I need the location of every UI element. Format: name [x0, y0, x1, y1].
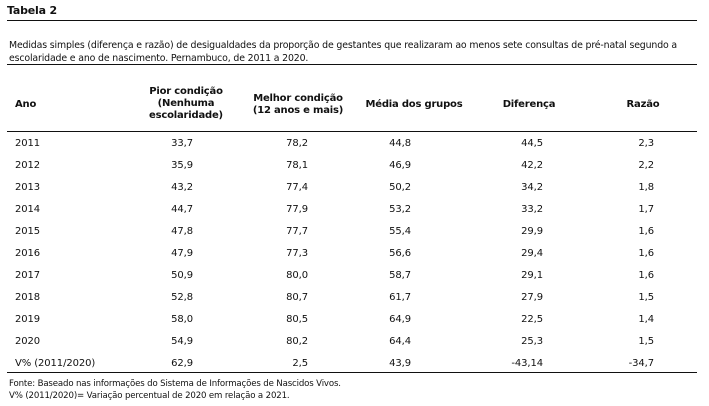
header-razao: Razão [626, 99, 660, 110]
cell-pior: 54,9 [171, 336, 193, 347]
cell-diferenca: 42,2 [521, 160, 543, 171]
cell-razao: 1,4 [638, 314, 654, 325]
cell-media: 53,2 [389, 204, 411, 215]
cell-media: 64,9 [389, 314, 411, 325]
table-title: Tabela 2 [7, 4, 57, 17]
cell-melhor: 78,2 [286, 138, 308, 149]
cell-year: V% (2011/2020) [15, 358, 96, 369]
cell-melhor: 77,3 [286, 248, 308, 259]
table-row: 2012 35,9 78,1 46,9 42,2 2,2 [0, 160, 709, 182]
cell-razao: 1,7 [638, 204, 654, 215]
cell-diferenca: 29,1 [521, 270, 543, 281]
header-year: Ano [15, 99, 37, 110]
cell-pior: 43,2 [171, 182, 193, 193]
header-diferenca: Diferença [502, 99, 556, 110]
table-row: 2011 33,7 78,2 44,8 44,5 2,3 [0, 138, 709, 160]
header-melhor-line-2: (12 anos e mais) [252, 105, 344, 116]
table-row: 2013 43,2 77,4 50,2 34,2 1,8 [0, 182, 709, 204]
cell-melhor: 78,1 [286, 160, 308, 171]
cell-diferenca: 44,5 [521, 138, 543, 149]
cell-media: 44,8 [389, 138, 411, 149]
cell-diferenca: 29,9 [521, 226, 543, 237]
cell-razao: 1,6 [638, 270, 654, 281]
cell-melhor: 80,0 [286, 270, 308, 281]
cell-year: 2015 [15, 226, 41, 237]
cell-media: 46,9 [389, 160, 411, 171]
cell-melhor: 80,5 [286, 314, 308, 325]
footnote-source: Fonte: Baseado nas informações do Sistem… [9, 379, 341, 389]
cell-razao: -34,7 [628, 358, 654, 369]
header-melhor-line-1: Melhor condição [253, 93, 343, 104]
cell-melhor: 80,2 [286, 336, 308, 347]
table-row: 2019 58,0 80,5 64,9 22,5 1,4 [0, 314, 709, 336]
cell-diferenca: 33,2 [521, 204, 543, 215]
table-row: 2020 54,9 80,2 64,4 25,3 1,5 [0, 336, 709, 358]
footnote-variation: V% (2011/2020)= Variação percentual de 2… [9, 391, 290, 401]
cell-year: 2013 [15, 182, 41, 193]
cell-melhor: 77,7 [286, 226, 308, 237]
bottom-rule [7, 372, 697, 373]
cell-pior: 33,7 [171, 138, 193, 149]
table-row: 2018 52,8 80,7 61,7 27,9 1,5 [0, 292, 709, 314]
cell-razao: 2,2 [638, 160, 654, 171]
cell-diferenca: -43,14 [511, 358, 543, 369]
header-media-grupos: Média dos grupos [365, 99, 463, 110]
cell-diferenca: 34,2 [521, 182, 543, 193]
cell-razao: 1,5 [638, 292, 654, 303]
cell-razao: 1,6 [638, 226, 654, 237]
table-caption: Medidas simples (diferença e razão) de d… [9, 40, 678, 64]
cell-media: 58,7 [389, 270, 411, 281]
header-pior-line-2: (Nenhuma [157, 98, 215, 109]
cell-pior: 52,8 [171, 292, 193, 303]
cell-melhor: 77,4 [286, 182, 308, 193]
cell-pior: 47,8 [171, 226, 193, 237]
cell-media: 43,9 [389, 358, 411, 369]
top-rule [7, 20, 697, 21]
table-row: 2015 47,8 77,7 55,4 29,9 1,6 [0, 226, 709, 248]
table-row-variation: V% (2011/2020) 62,9 2,5 43,9 -43,14 -34,… [0, 358, 709, 380]
cell-pior: 62,9 [171, 358, 193, 369]
cell-diferenca: 27,9 [521, 292, 543, 303]
cell-melhor: 2,5 [292, 358, 308, 369]
cell-media: 64,4 [389, 336, 411, 347]
cell-media: 56,6 [389, 248, 411, 259]
header-pior-line-3: escolaridade) [149, 110, 223, 121]
cell-media: 61,7 [389, 292, 411, 303]
cell-diferenca: 22,5 [521, 314, 543, 325]
cell-razao: 1,8 [638, 182, 654, 193]
cell-media: 55,4 [389, 226, 411, 237]
cell-pior: 58,0 [171, 314, 193, 325]
caption-rule [7, 64, 697, 65]
header-pior-condicao: Pior condição (Nenhuma escolaridade) [140, 86, 232, 122]
cell-pior: 35,9 [171, 160, 193, 171]
cell-melhor: 77,9 [286, 204, 308, 215]
cell-diferenca: 29,4 [521, 248, 543, 259]
table-row: 2014 44,7 77,9 53,2 33,2 1,7 [0, 204, 709, 226]
cell-year: 2014 [15, 204, 41, 215]
cell-year: 2016 [15, 248, 41, 259]
header-pior-line-1: Pior condição [149, 86, 223, 97]
cell-razao: 2,3 [638, 138, 654, 149]
cell-razao: 1,5 [638, 336, 654, 347]
cell-year: 2011 [15, 138, 41, 149]
header-melhor-condicao: Melhor condição (12 anos e mais) [250, 93, 346, 117]
cell-year: 2019 [15, 314, 41, 325]
header-rule [7, 131, 697, 132]
cell-year: 2018 [15, 292, 41, 303]
cell-razao: 1,6 [638, 248, 654, 259]
cell-melhor: 80,7 [286, 292, 308, 303]
cell-year: 2017 [15, 270, 41, 281]
cell-media: 50,2 [389, 182, 411, 193]
table-row: 2017 50,9 80,0 58,7 29,1 1,6 [0, 270, 709, 292]
cell-pior: 47,9 [171, 248, 193, 259]
table-row: 2016 47,9 77,3 56,6 29,4 1,6 [0, 248, 709, 270]
cell-year: 2012 [15, 160, 41, 171]
cell-pior: 44,7 [171, 204, 193, 215]
cell-year: 2020 [15, 336, 41, 347]
cell-diferenca: 25,3 [521, 336, 543, 347]
cell-pior: 50,9 [171, 270, 193, 281]
